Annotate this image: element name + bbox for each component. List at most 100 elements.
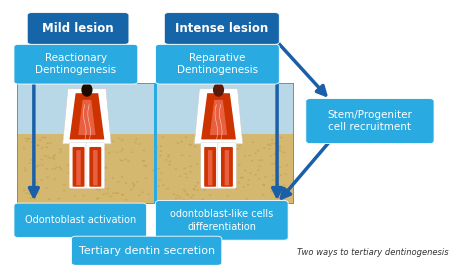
Circle shape: [138, 143, 141, 145]
Circle shape: [121, 139, 124, 141]
FancyBboxPatch shape: [73, 147, 84, 187]
Circle shape: [274, 161, 277, 163]
Circle shape: [179, 197, 182, 198]
Circle shape: [284, 173, 287, 175]
Circle shape: [226, 139, 228, 141]
Circle shape: [55, 166, 58, 168]
Circle shape: [99, 179, 102, 180]
Circle shape: [221, 152, 223, 153]
Circle shape: [248, 155, 251, 156]
Circle shape: [270, 191, 273, 193]
Circle shape: [106, 193, 109, 194]
Circle shape: [196, 189, 199, 191]
Text: Mild lesion: Mild lesion: [42, 22, 114, 35]
Polygon shape: [210, 100, 227, 135]
FancyBboxPatch shape: [155, 201, 288, 240]
Circle shape: [37, 144, 39, 146]
Circle shape: [207, 165, 210, 167]
Circle shape: [66, 164, 69, 166]
Circle shape: [214, 143, 217, 144]
FancyBboxPatch shape: [86, 143, 105, 189]
Circle shape: [190, 197, 192, 198]
Polygon shape: [63, 89, 111, 144]
Circle shape: [254, 174, 257, 176]
Circle shape: [96, 188, 99, 190]
Circle shape: [277, 184, 280, 185]
Circle shape: [158, 179, 161, 181]
Circle shape: [152, 169, 155, 171]
Circle shape: [197, 182, 199, 184]
Circle shape: [97, 197, 100, 199]
Circle shape: [271, 163, 273, 165]
Text: Reactionary
Dentinogenesis: Reactionary Dentinogenesis: [35, 53, 117, 75]
Circle shape: [53, 158, 55, 160]
Circle shape: [133, 184, 136, 185]
Circle shape: [220, 148, 223, 150]
Circle shape: [269, 144, 272, 146]
Circle shape: [262, 184, 265, 185]
Circle shape: [167, 154, 170, 156]
Circle shape: [206, 155, 209, 156]
Circle shape: [279, 146, 282, 148]
Circle shape: [95, 188, 98, 189]
Circle shape: [35, 166, 38, 167]
Circle shape: [23, 189, 26, 191]
Circle shape: [104, 167, 107, 168]
Circle shape: [194, 185, 197, 187]
Circle shape: [279, 150, 282, 152]
Circle shape: [57, 198, 60, 200]
FancyBboxPatch shape: [14, 203, 146, 238]
Circle shape: [258, 178, 260, 180]
Circle shape: [280, 137, 283, 138]
Circle shape: [273, 153, 276, 155]
Circle shape: [263, 184, 265, 186]
Polygon shape: [201, 93, 236, 139]
Circle shape: [203, 189, 206, 191]
Circle shape: [247, 184, 250, 185]
Circle shape: [228, 164, 230, 166]
Circle shape: [237, 136, 240, 138]
Circle shape: [48, 157, 51, 159]
Circle shape: [219, 163, 222, 164]
Circle shape: [160, 172, 163, 174]
Circle shape: [127, 160, 130, 162]
Circle shape: [182, 199, 185, 201]
Circle shape: [143, 165, 146, 167]
Circle shape: [200, 152, 202, 153]
FancyBboxPatch shape: [201, 143, 219, 189]
Circle shape: [111, 177, 114, 179]
FancyBboxPatch shape: [90, 147, 101, 187]
Circle shape: [82, 172, 85, 174]
Circle shape: [286, 164, 289, 166]
FancyBboxPatch shape: [155, 44, 279, 84]
Circle shape: [159, 145, 162, 147]
Circle shape: [34, 197, 36, 199]
Circle shape: [45, 187, 47, 189]
Circle shape: [97, 144, 100, 146]
Circle shape: [271, 143, 273, 144]
Circle shape: [98, 162, 100, 164]
Circle shape: [247, 180, 250, 181]
Circle shape: [112, 140, 115, 142]
Circle shape: [249, 172, 252, 174]
Circle shape: [190, 165, 192, 167]
Circle shape: [34, 182, 36, 183]
Circle shape: [92, 184, 94, 186]
Circle shape: [278, 148, 280, 150]
Circle shape: [30, 159, 33, 161]
Circle shape: [260, 159, 263, 161]
Circle shape: [254, 152, 257, 154]
Text: Stem/Progeniter
cell recruitment: Stem/Progeniter cell recruitment: [328, 110, 412, 132]
Circle shape: [25, 138, 27, 139]
Circle shape: [241, 177, 244, 178]
Circle shape: [268, 148, 271, 150]
Circle shape: [185, 136, 187, 138]
Circle shape: [162, 184, 164, 186]
Circle shape: [233, 158, 236, 160]
Text: Reparative
Dentinogenesis: Reparative Dentinogenesis: [177, 53, 258, 75]
Circle shape: [59, 148, 62, 150]
Circle shape: [273, 163, 276, 165]
Circle shape: [246, 198, 248, 200]
Circle shape: [226, 186, 228, 188]
Circle shape: [200, 151, 202, 153]
